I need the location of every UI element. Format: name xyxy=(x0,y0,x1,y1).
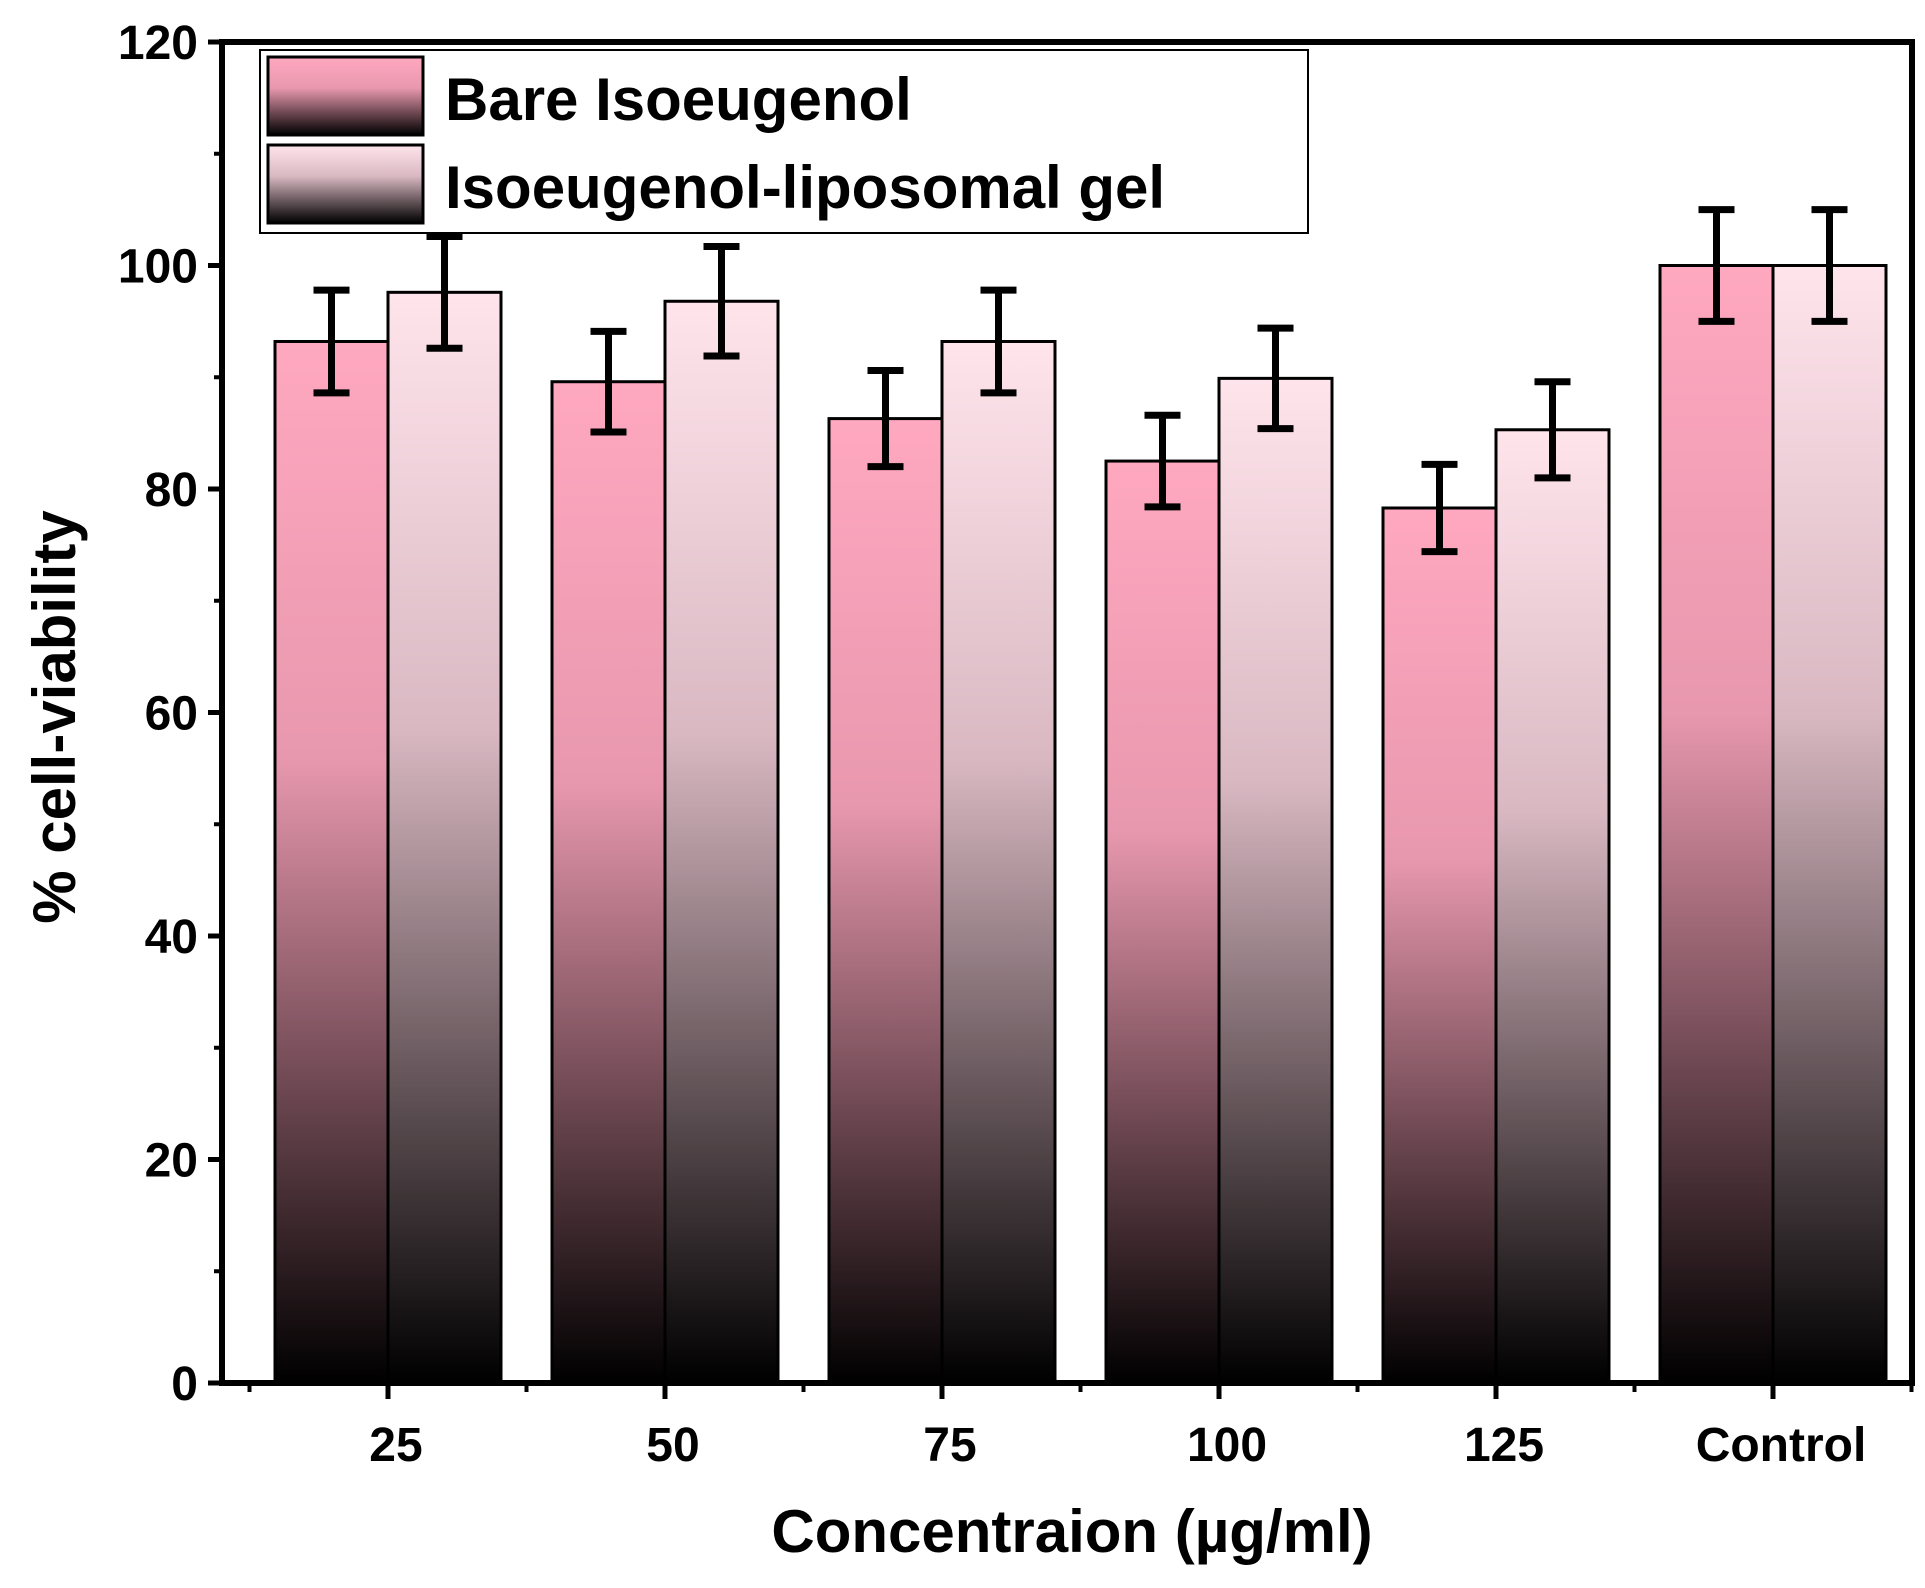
y-tick-label-120: 120 xyxy=(118,17,198,70)
legend-box xyxy=(259,49,1309,234)
legend: Bare Isoeugenol Isoeugenol-liposomal gel xyxy=(259,49,1309,234)
y-tick-label-80: 80 xyxy=(145,464,198,517)
error-bar-series-1-50 xyxy=(703,243,740,360)
bar-series-1-100 xyxy=(1217,376,1334,1385)
legend-label-isoeugenol-liposomal-gel: Isoeugenol-liposomal gel xyxy=(445,154,1165,221)
y-tick-label-40: 40 xyxy=(145,911,198,964)
error-bar-series-1-75 xyxy=(980,286,1017,397)
bars-layer xyxy=(273,264,1888,1385)
bar-series-1-25 xyxy=(386,290,503,1385)
y-axis-title: % cell-viability xyxy=(21,510,88,924)
bar-series-0-100 xyxy=(1104,459,1221,1385)
x-tick-label-75: 75 xyxy=(923,1419,976,1472)
error-bar-series-1-25 xyxy=(426,232,463,352)
y-tick-label-100: 100 xyxy=(118,241,198,294)
y-tick-label-0: 0 xyxy=(171,1358,198,1411)
error-bar-series-0-100 xyxy=(1144,411,1181,511)
error-bar-series-1-control xyxy=(1811,206,1848,325)
error-bars-layer xyxy=(313,206,1848,556)
bar-series-1-75 xyxy=(940,339,1057,1385)
x-tick-label-100: 100 xyxy=(1187,1419,1267,1472)
bar-series-0-125 xyxy=(1381,506,1498,1385)
x-tick-label-50: 50 xyxy=(646,1419,699,1472)
bar-series-1-125 xyxy=(1494,428,1611,1385)
x-axis-title: Concentraion (µg/ml) xyxy=(771,1498,1372,1565)
legend-label-bare-isoeugenol: Bare Isoeugenol xyxy=(445,66,912,133)
tick-labels-layer: 0 20 40 60 80 100 120 25 50 75 100 125 Control xyxy=(118,17,1866,1472)
legend-swatch-bare-isoeugenol xyxy=(266,55,425,137)
bar-series-0-50 xyxy=(550,380,667,1385)
error-bar-series-0-125 xyxy=(1421,460,1458,556)
bar-series-1-control xyxy=(1771,264,1888,1385)
bar-series-1-50 xyxy=(663,299,780,1385)
x-tick-label-control: Control xyxy=(1696,1419,1867,1472)
error-bar-series-0-control xyxy=(1698,206,1735,325)
error-bar-series-1-125 xyxy=(1534,378,1571,482)
error-bar-series-0-75 xyxy=(867,367,904,471)
axes-layer xyxy=(208,39,1915,1399)
error-bar-series-0-50 xyxy=(590,327,627,436)
bar-series-0-75 xyxy=(827,417,944,1385)
x-tick-label-125: 125 xyxy=(1464,1419,1544,1472)
bar-series-0-control xyxy=(1658,264,1775,1385)
bar-series-0-25 xyxy=(273,339,390,1385)
error-bar-series-0-25 xyxy=(313,286,350,397)
legend-swatch-isoeugenol-liposomal-gel xyxy=(266,143,425,225)
y-tick-label-20: 20 xyxy=(145,1135,198,1188)
x-tick-label-25: 25 xyxy=(369,1419,422,1472)
y-tick-label-60: 60 xyxy=(145,688,198,741)
error-bar-series-1-100 xyxy=(1257,324,1294,433)
